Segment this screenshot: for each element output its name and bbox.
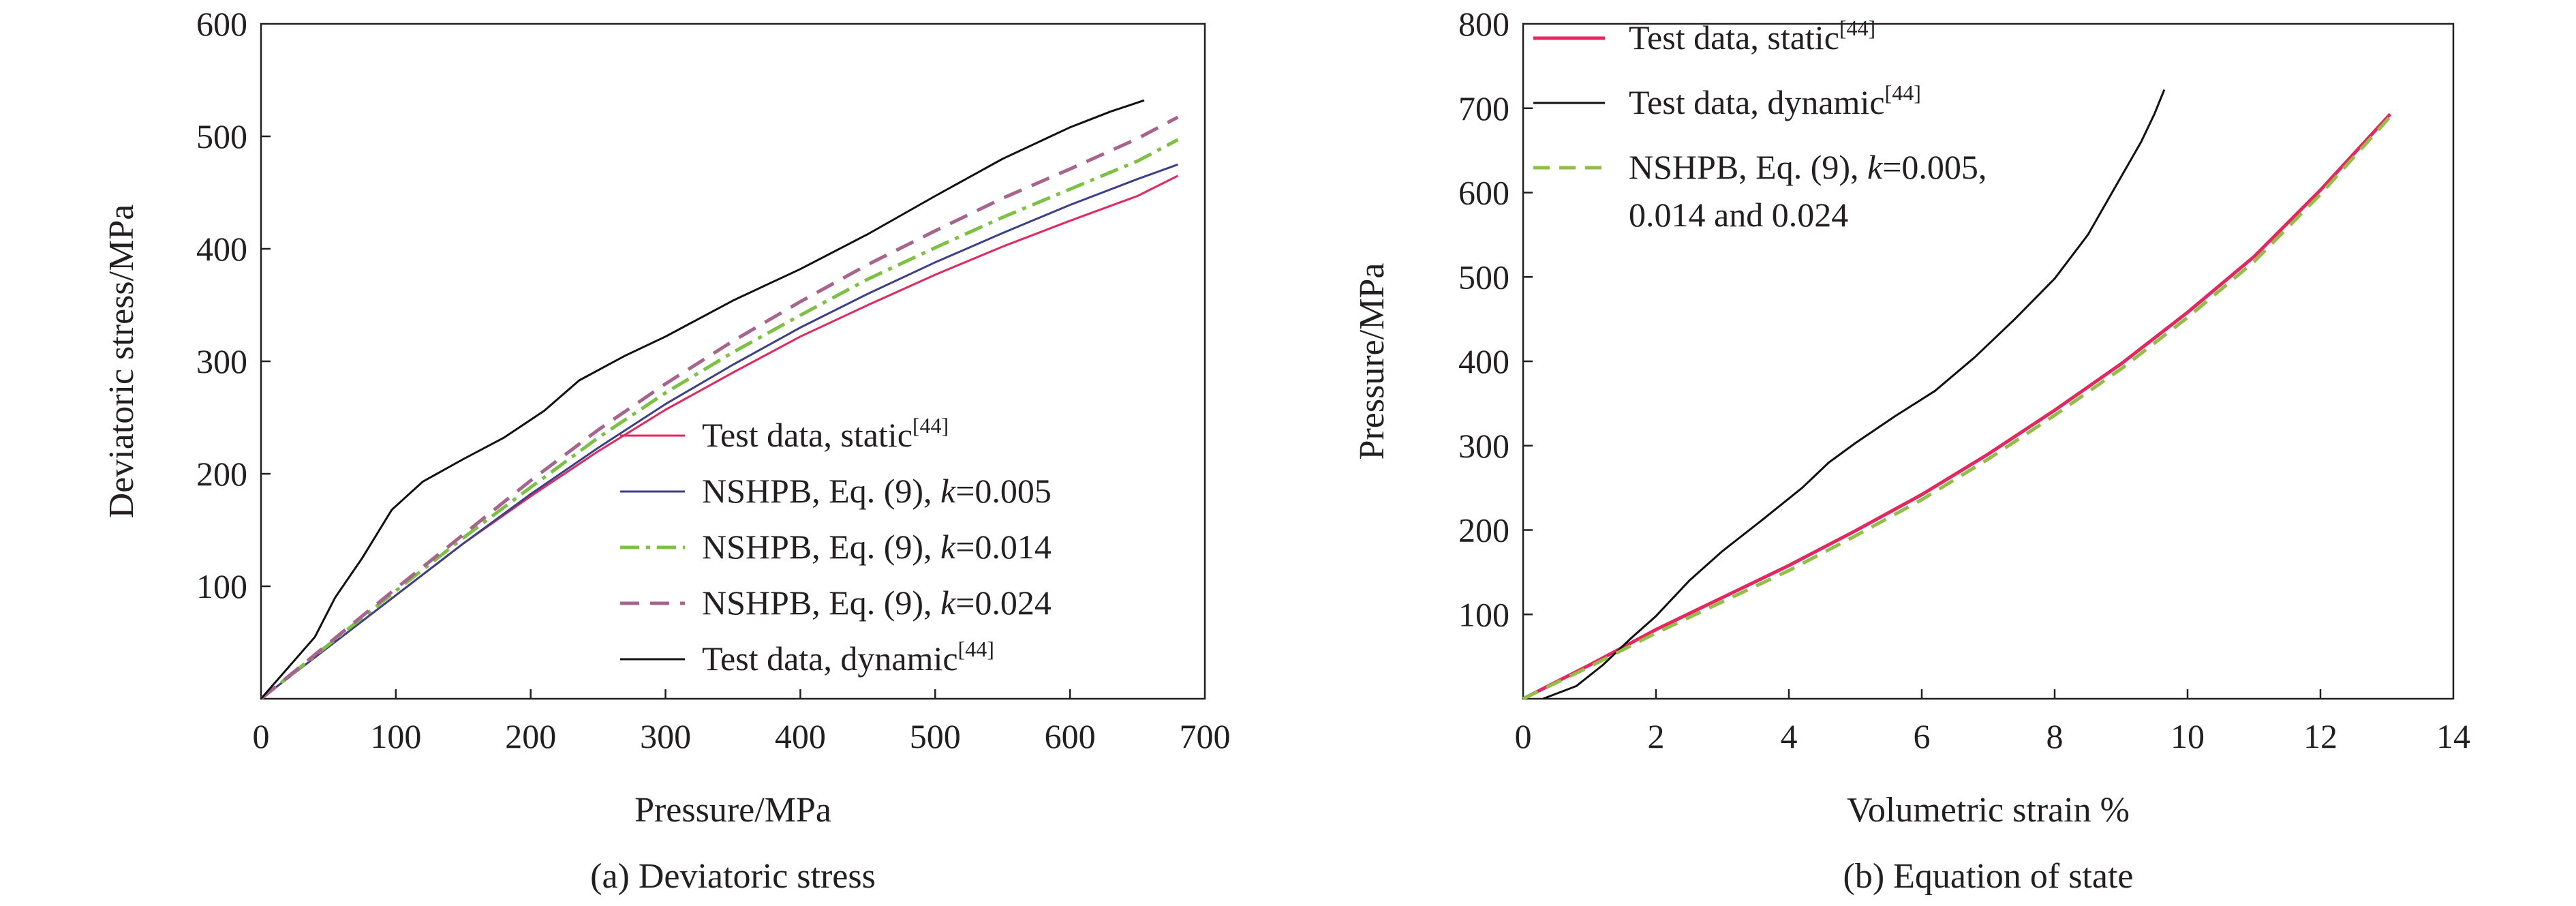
legend: Test data, static[44] NSHPB, Eq. (9), k=0… <box>620 413 1052 678</box>
chart-caption: (b) Equation of state <box>1843 857 2134 896</box>
y-tick-label: 100 <box>196 567 247 605</box>
x-tick-label: 12 <box>2303 717 2337 755</box>
x-tick-label: 400 <box>775 717 826 755</box>
legend-label-k014: NSHPB, Eq. (9), k=0.014 <box>702 528 1052 566</box>
y-tick-label: 200 <box>196 455 247 493</box>
y-tick-label: 500 <box>1458 258 1509 296</box>
y-tick-label: 400 <box>1458 342 1509 380</box>
series-line-nshpb <box>1522 115 2392 701</box>
series-line-k005 <box>260 163 1178 700</box>
x-tick-label: 14 <box>2436 717 2470 755</box>
legend-label-static: Test data, static[44] <box>1629 16 1875 57</box>
x-tick-label: 500 <box>910 717 961 755</box>
y-tick-label: 400 <box>196 230 247 268</box>
series-line-dynamic <box>1542 89 2166 700</box>
x-tick-label: 6 <box>1914 717 1931 755</box>
x-tick-label: 10 <box>2171 717 2205 755</box>
y-tick-label: 700 <box>1458 89 1509 127</box>
chart-caption: (a) Deviatoric stress <box>590 857 876 896</box>
y-tick-label: 500 <box>196 117 247 155</box>
series-line-k024 <box>260 115 1179 700</box>
legend-label-nshpb-line2: 0.014 and 0.024 <box>1629 196 1848 234</box>
y-tick-label: 600 <box>196 5 247 43</box>
x-tick-label: 200 <box>505 717 556 755</box>
legend-label-dynamic: Test data, dynamic[44] <box>1629 80 1921 121</box>
x-tick-label: 700 <box>1180 717 1231 755</box>
x-tick-label: 8 <box>2046 717 2064 755</box>
x-tick-label: 4 <box>1781 717 1798 755</box>
legend: Test data, static[44] Test data, dynamic[… <box>1533 16 1987 234</box>
y-tick-label: 200 <box>1458 511 1509 549</box>
plot-frame <box>1522 22 2455 700</box>
y-tick-label: 300 <box>1458 427 1509 465</box>
series-line-static <box>1522 112 2392 701</box>
y-tick-label: 600 <box>1458 174 1509 212</box>
x-tick-label: 100 <box>370 717 421 755</box>
y-axis-label: Deviatoric stress/MPa <box>102 205 141 519</box>
chart-equation-of-state: 0 2 4 6 8 10 12 14 100 200 300 400 500 600 700 800 Volum… <box>1353 5 2470 896</box>
legend-label-k005: NSHPB, Eq. (9), k=0.005 <box>702 472 1052 510</box>
x-tick-label: 0 <box>253 717 270 755</box>
x-tick-label: 2 <box>1648 717 1665 755</box>
x-axis-label: Volumetric strain % <box>1847 791 2130 830</box>
chart-deviatoric-stress: 0 100 200 300 400 500 600 700 100 200 300 400 500 600… <box>102 5 1231 896</box>
legend-label-dynamic: Test data, dynamic[44] <box>702 637 994 678</box>
x-axis-label: Pressure/MPa <box>634 791 831 830</box>
legend-label-nshpb: NSHPB, Eq. (9), k=0.005, <box>1629 148 1987 186</box>
legend-label-k024: NSHPB, Eq. (9), k=0.024 <box>702 584 1052 622</box>
x-tick-label: 600 <box>1045 717 1096 755</box>
series-line-dynamic <box>260 99 1145 699</box>
y-tick-label: 100 <box>1458 595 1509 633</box>
series-line-k014 <box>260 138 1179 700</box>
y-tick-label: 300 <box>196 342 247 380</box>
legend-label-static: Test data, static[44] <box>702 413 949 454</box>
y-tick-label: 800 <box>1458 5 1509 43</box>
y-axis-label: Pressure/MPa <box>1353 263 1392 460</box>
x-tick-label: 300 <box>640 717 691 755</box>
x-tick-label: 0 <box>1515 717 1532 755</box>
